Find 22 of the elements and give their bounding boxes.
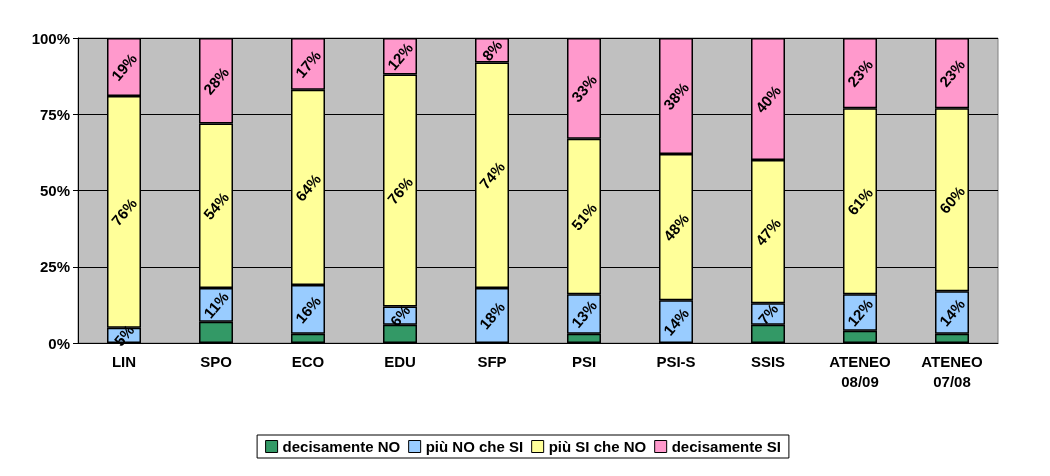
legend-label: più SI che NO: [548, 438, 647, 455]
x-tick-label: SSIS: [750, 352, 786, 370]
y-tick-label: 75%: [39, 105, 70, 123]
x-tick-label: PSI: [571, 352, 597, 370]
legend-label: decisamente SI: [671, 438, 781, 455]
legend-label: più NO che SI: [425, 438, 524, 455]
x-tick-label: PSI-S: [656, 352, 696, 370]
x-tick-label: ATENEO 08/09: [829, 352, 892, 390]
y-tick-label: 50%: [39, 182, 70, 199]
data-label: 7%: [754, 300, 782, 328]
x-tick-label: ECO: [291, 352, 325, 370]
data-label: 6%: [386, 301, 414, 330]
y-tick-label: 0%: [48, 334, 70, 352]
x-tick-label: EDU: [384, 352, 416, 370]
x-tick-label: ATENEO 07/08: [921, 352, 984, 390]
x-tick-label: LIN: [111, 352, 137, 370]
x-tick-label: SPO: [200, 352, 233, 370]
data-label: 8%: [478, 36, 506, 64]
legend-label: decisamente NO: [282, 438, 401, 455]
y-tick-label: 25%: [39, 258, 70, 276]
x-tick-label: SFP: [477, 352, 507, 370]
y-tick-label: 100%: [31, 29, 70, 47]
